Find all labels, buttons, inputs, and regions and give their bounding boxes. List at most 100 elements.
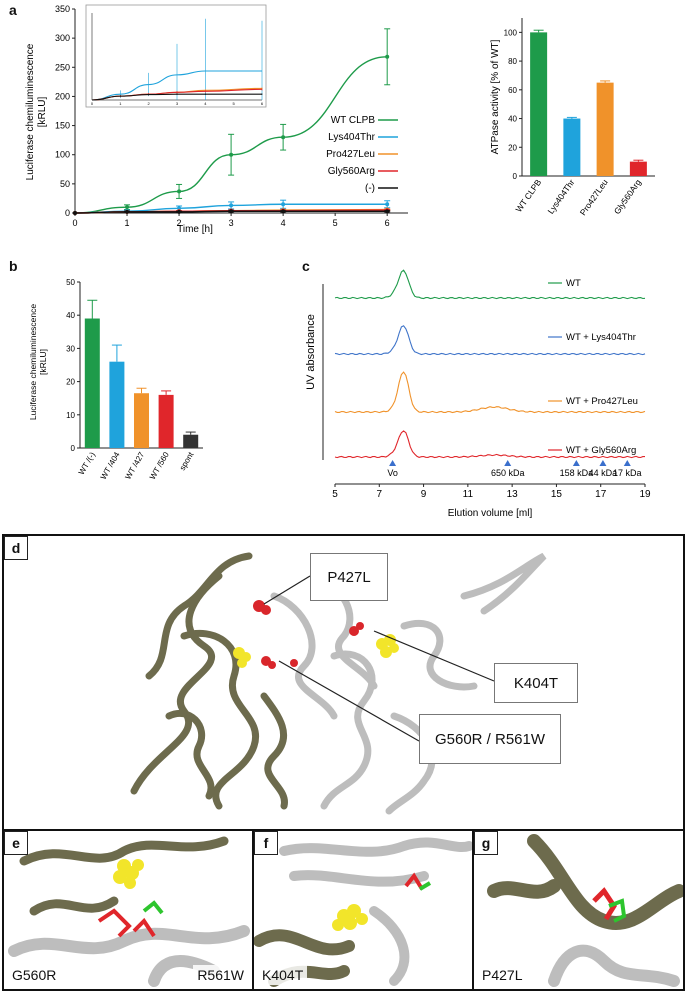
a-x-tick-label: 5 bbox=[333, 218, 338, 228]
c-x-tick-label: 17 bbox=[595, 489, 607, 500]
y-axis-label-line1: Luciferase chemiluminescence bbox=[25, 43, 36, 180]
a-y-tick-label: 300 bbox=[55, 33, 70, 43]
c-x-tick-label: 11 bbox=[463, 489, 474, 500]
c-trace-line bbox=[334, 325, 646, 356]
b-category-label: WT /560 bbox=[148, 450, 171, 481]
a-legend-label: (-) bbox=[365, 183, 375, 194]
a-y-tick-label: 50 bbox=[60, 179, 70, 189]
atp-y-tick-label: 40 bbox=[508, 115, 517, 124]
atp-bar bbox=[596, 82, 614, 176]
atp-y-tick-label: 60 bbox=[508, 86, 517, 95]
a-legend-label: Pro427Leu bbox=[326, 149, 375, 160]
inset-x-tick-label: 1 bbox=[119, 101, 122, 106]
panel-g-label: g bbox=[474, 831, 498, 855]
a-x-tick-label: 2 bbox=[177, 218, 182, 228]
luciferase-time-chart: Luciferase chemiluminescence [kRLU] Time… bbox=[25, 4, 408, 235]
structure-closeup-e bbox=[8, 836, 250, 987]
b-y-tick-label: 20 bbox=[66, 378, 75, 387]
panel-b-label: b bbox=[9, 258, 18, 274]
g-label-p427l: P427L bbox=[478, 965, 527, 985]
c-size-marker-label: 650 kDa bbox=[491, 468, 525, 478]
c-x-tick-label: 19 bbox=[639, 489, 651, 500]
atpase-activity-chart: ATPase activity [% of WT] 0 20 40 60 80 100 W… bbox=[490, 18, 655, 217]
c-x-tick-label: 15 bbox=[551, 489, 563, 500]
atp-y-tick-label: 80 bbox=[508, 57, 517, 66]
a-y-tick-label: 350 bbox=[55, 4, 70, 14]
inset-x-tick-label: 2 bbox=[148, 101, 151, 106]
a-legend-label: Gly560Arg bbox=[328, 166, 375, 177]
c-trace-line bbox=[334, 430, 645, 459]
inset-series-line bbox=[91, 70, 262, 101]
c-x-tick-label: 5 bbox=[332, 489, 338, 500]
c-x-axis-label: Elution volume [ml] bbox=[448, 508, 533, 519]
a-data-point bbox=[281, 209, 286, 214]
atp-y-tick-label: 20 bbox=[508, 143, 517, 152]
a-legend-label: WT CLPB bbox=[331, 115, 376, 126]
callout-g560r-r561w: G560R / R561W bbox=[419, 714, 561, 764]
a-data-point bbox=[125, 205, 130, 210]
a-data-point bbox=[177, 206, 182, 211]
b-y-tick-label: 50 bbox=[66, 278, 75, 287]
b-category-label: WT /(-) bbox=[77, 450, 97, 476]
c-x-tick-label: 9 bbox=[421, 489, 427, 500]
atp-category-label: Lys404Thr bbox=[545, 177, 576, 216]
f-label-k404t: K404T bbox=[258, 965, 308, 985]
structure-panel-f: f K404T bbox=[252, 829, 474, 991]
panel-a-label: a bbox=[9, 2, 17, 18]
c-size-marker-label: 158 kDa bbox=[560, 468, 594, 478]
panel-d-label: d bbox=[4, 536, 28, 560]
b-y-tick-label: 30 bbox=[66, 344, 75, 353]
y-axis-label-line2: [kRLU] bbox=[37, 96, 48, 127]
a-data-point bbox=[229, 209, 234, 214]
structure-panel-e: e G560R R561W bbox=[2, 829, 254, 991]
atp-bar bbox=[629, 161, 647, 176]
c-legend-label: WT + Pro427Leu bbox=[566, 396, 638, 407]
atp-bar bbox=[530, 32, 548, 177]
size-exclusion-chart: UV absorbance Elution volume [ml] WT WT +… bbox=[305, 269, 651, 519]
a-x-tick-label: 0 bbox=[72, 218, 77, 228]
a-x-tick-label: 3 bbox=[229, 218, 234, 228]
b-bar bbox=[183, 434, 199, 448]
b-y-tick-label: 10 bbox=[66, 411, 75, 420]
b-y-tick-label: 0 bbox=[71, 444, 76, 453]
a-data-point bbox=[229, 203, 234, 208]
c-size-marker bbox=[623, 460, 631, 466]
b-bar bbox=[158, 394, 174, 448]
luciferase-mixed-bar-chart: Luciferase chemiluminescence [kRLU] 0 10 2… bbox=[28, 278, 203, 481]
e-label-g560r: G560R bbox=[8, 965, 61, 985]
a-y-tick-label: 250 bbox=[55, 62, 70, 72]
a-data-point bbox=[177, 189, 182, 194]
a-data-point bbox=[229, 152, 234, 157]
a-x-tick-label: 4 bbox=[281, 218, 286, 228]
inset-x-tick-label: 6 bbox=[261, 101, 264, 106]
atp-category-label: Gly560Arg bbox=[612, 177, 643, 216]
panel-f-label: f bbox=[254, 831, 278, 855]
a-data-point bbox=[73, 211, 77, 215]
inset-x-tick-label: 4 bbox=[204, 101, 207, 106]
a-x-tick-label: 1 bbox=[125, 218, 130, 228]
a-y-tick-label: 150 bbox=[55, 121, 70, 131]
a-data-point bbox=[281, 202, 286, 207]
b-bar bbox=[134, 393, 149, 448]
a-y-tick-label: 0 bbox=[65, 208, 70, 218]
structure-closeup-f bbox=[254, 837, 472, 987]
inset-x-tick-label: 5 bbox=[233, 101, 236, 106]
callout-k404t: K404T bbox=[494, 663, 578, 703]
b-y-axis-label-line2: [kRLU] bbox=[38, 349, 48, 375]
c-trace-line bbox=[334, 269, 646, 300]
b-y-tick-label: 40 bbox=[66, 311, 75, 320]
e-label-r561w: R561W bbox=[193, 965, 248, 985]
a-data-point bbox=[125, 209, 130, 214]
b-category-label: WT /427 bbox=[123, 450, 146, 481]
a-data-point bbox=[177, 209, 182, 214]
a-data-point bbox=[385, 209, 390, 214]
b-category-label: WT /404 bbox=[99, 450, 122, 481]
b-bar bbox=[84, 318, 100, 448]
atp-category-label: Pro427Leu bbox=[578, 177, 610, 217]
callout-p427l: P427L bbox=[310, 553, 388, 601]
b-bar bbox=[109, 361, 125, 448]
c-size-marker bbox=[572, 460, 580, 466]
a-x-tick-label: 6 bbox=[385, 218, 390, 228]
a-y-tick-label: 100 bbox=[55, 150, 70, 160]
c-size-marker-label: Vo bbox=[387, 468, 398, 478]
